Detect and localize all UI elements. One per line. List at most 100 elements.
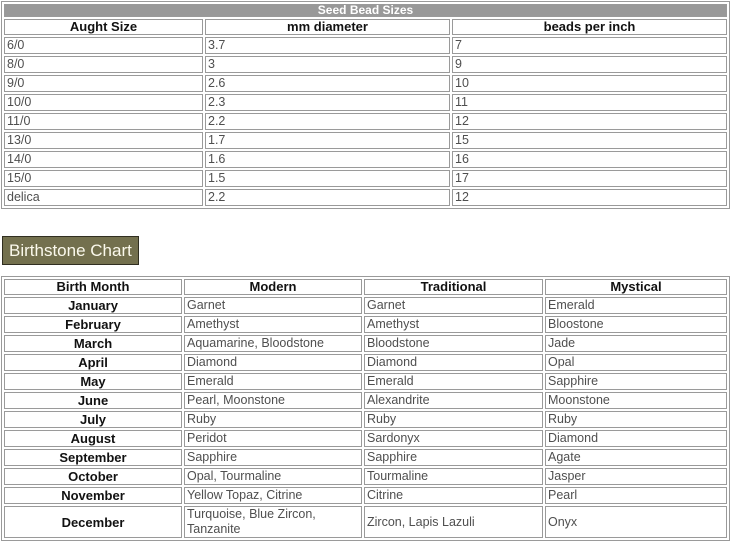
table-cell: February bbox=[4, 316, 182, 333]
table-cell: Alexandrite bbox=[364, 392, 543, 409]
table-cell: 1.5 bbox=[205, 170, 450, 187]
table-cell: Opal, Tourmaline bbox=[184, 468, 362, 485]
column-header-beads-per-inch: beads per inch bbox=[452, 19, 727, 35]
table-row: 9/0 2.6 10 bbox=[4, 75, 727, 92]
table-cell: October bbox=[4, 468, 182, 485]
table-row: April Diamond Diamond Opal bbox=[4, 354, 727, 371]
table-cell: Citrine bbox=[364, 487, 543, 504]
table-cell: Zircon, Lapis Lazuli bbox=[364, 506, 543, 538]
table-cell: 13/0 bbox=[4, 132, 203, 149]
table-row: June Pearl, Moonstone Alexandrite Moonstone bbox=[4, 392, 727, 409]
table-cell: Emerald bbox=[364, 373, 543, 390]
table-row: 14/0 1.6 16 bbox=[4, 151, 727, 168]
column-header-traditional: Traditional bbox=[364, 279, 543, 295]
table-cell: Peridot bbox=[184, 430, 362, 447]
table-cell: Sardonyx bbox=[364, 430, 543, 447]
table-cell: 11/0 bbox=[4, 113, 203, 130]
table-row: 13/0 1.7 15 bbox=[4, 132, 727, 149]
table-cell: 1.6 bbox=[205, 151, 450, 168]
table-cell: Opal bbox=[545, 354, 727, 371]
table-row: March Aquamarine, Bloodstone Bloodstone Jad… bbox=[4, 335, 727, 352]
table-cell: January bbox=[4, 297, 182, 314]
column-header-mm-diameter: mm diameter bbox=[205, 19, 450, 35]
table-cell: 15 bbox=[452, 132, 727, 149]
table-cell: Moonstone bbox=[545, 392, 727, 409]
table-cell: 2.2 bbox=[205, 189, 450, 206]
table-cell: Bloodstone bbox=[364, 335, 543, 352]
table-cell: April bbox=[4, 354, 182, 371]
column-header-aught-size: Aught Size bbox=[4, 19, 203, 35]
table-cell: Bloostone bbox=[545, 316, 727, 333]
birthstone-chart-table: Birth Month Modern Traditional Mystical … bbox=[1, 276, 730, 541]
table-title-row: Seed Bead Sizes bbox=[4, 4, 727, 17]
table-cell: Ruby bbox=[364, 411, 543, 428]
seed-bead-sizes-table: Seed Bead Sizes Aught Size mm diameter b… bbox=[1, 1, 730, 209]
table-cell: September bbox=[4, 449, 182, 466]
table-cell: 8/0 bbox=[4, 56, 203, 73]
table-row: 6/0 3.7 7 bbox=[4, 37, 727, 54]
table-cell: 6/0 bbox=[4, 37, 203, 54]
table-cell: 3 bbox=[205, 56, 450, 73]
table-cell: Sapphire bbox=[184, 449, 362, 466]
table-cell: Amethyst bbox=[364, 316, 543, 333]
seed-table-body: 6/0 3.7 7 8/0 3 9 9/0 2.6 10 10/0 2.3 11 11/0 2.2 12 13… bbox=[4, 37, 727, 206]
table-cell: 16 bbox=[452, 151, 727, 168]
table-row: August Peridot Sardonyx Diamond bbox=[4, 430, 727, 447]
table-cell: Amethyst bbox=[184, 316, 362, 333]
table-row: September Sapphire Sapphire Agate bbox=[4, 449, 727, 466]
table-cell: December bbox=[4, 506, 182, 538]
table-cell: 11 bbox=[452, 94, 727, 111]
table-cell: Pearl, Moonstone bbox=[184, 392, 362, 409]
column-header-mystical: Mystical bbox=[545, 279, 727, 295]
table-cell: June bbox=[4, 392, 182, 409]
table-cell: March bbox=[4, 335, 182, 352]
birthstone-chart-heading: Birthstone Chart bbox=[2, 236, 139, 265]
table-cell: Turquoise, Blue Zircon, Tanzanite bbox=[184, 506, 362, 538]
table-cell: Garnet bbox=[364, 297, 543, 314]
seed-table-title: Seed Bead Sizes bbox=[4, 4, 727, 17]
table-row: May Emerald Emerald Sapphire bbox=[4, 373, 727, 390]
table-cell: Pearl bbox=[545, 487, 727, 504]
table-cell: 2.2 bbox=[205, 113, 450, 130]
table-cell: Yellow Topaz, Citrine bbox=[184, 487, 362, 504]
table-cell: August bbox=[4, 430, 182, 447]
column-header-birth-month: Birth Month bbox=[4, 279, 182, 295]
table-row: February Amethyst Amethyst Bloostone bbox=[4, 316, 727, 333]
table-header-row: Birth Month Modern Traditional Mystical bbox=[4, 279, 727, 295]
table-cell: Emerald bbox=[545, 297, 727, 314]
table-row: November Yellow Topaz, Citrine Citrine Pear… bbox=[4, 487, 727, 504]
table-header-row: Aught Size mm diameter beads per inch bbox=[4, 19, 727, 35]
table-cell: 14/0 bbox=[4, 151, 203, 168]
table-cell: Diamond bbox=[364, 354, 543, 371]
table-cell: delica bbox=[4, 189, 203, 206]
table-cell: 10 bbox=[452, 75, 727, 92]
table-cell: 1.7 bbox=[205, 132, 450, 149]
table-cell: Sapphire bbox=[364, 449, 543, 466]
table-cell: Ruby bbox=[545, 411, 727, 428]
table-cell: Aquamarine, Bloodstone bbox=[184, 335, 362, 352]
table-cell: 9 bbox=[452, 56, 727, 73]
table-cell: 7 bbox=[452, 37, 727, 54]
table-cell: Jade bbox=[545, 335, 727, 352]
table-cell: 3.7 bbox=[205, 37, 450, 54]
table-row: December Turquoise, Blue Zircon, Tanzanit… bbox=[4, 506, 727, 538]
table-cell: July bbox=[4, 411, 182, 428]
table-row: delica 2.2 12 bbox=[4, 189, 727, 206]
table-cell: November bbox=[4, 487, 182, 504]
table-row: 8/0 3 9 bbox=[4, 56, 727, 73]
table-row: 10/0 2.3 11 bbox=[4, 94, 727, 111]
table-cell: Agate bbox=[545, 449, 727, 466]
table-row: October Opal, Tourmaline Tourmaline Jasper bbox=[4, 468, 727, 485]
column-header-modern: Modern bbox=[184, 279, 362, 295]
table-cell: Ruby bbox=[184, 411, 362, 428]
table-cell: May bbox=[4, 373, 182, 390]
table-cell: 15/0 bbox=[4, 170, 203, 187]
table-cell: Jasper bbox=[545, 468, 727, 485]
table-cell: 17 bbox=[452, 170, 727, 187]
birthstone-table-body: January Garnet Garnet Emerald February Amethy… bbox=[4, 297, 727, 538]
table-cell: Emerald bbox=[184, 373, 362, 390]
table-row: 15/0 1.5 17 bbox=[4, 170, 727, 187]
table-cell: 10/0 bbox=[4, 94, 203, 111]
table-cell: 12 bbox=[452, 189, 727, 206]
